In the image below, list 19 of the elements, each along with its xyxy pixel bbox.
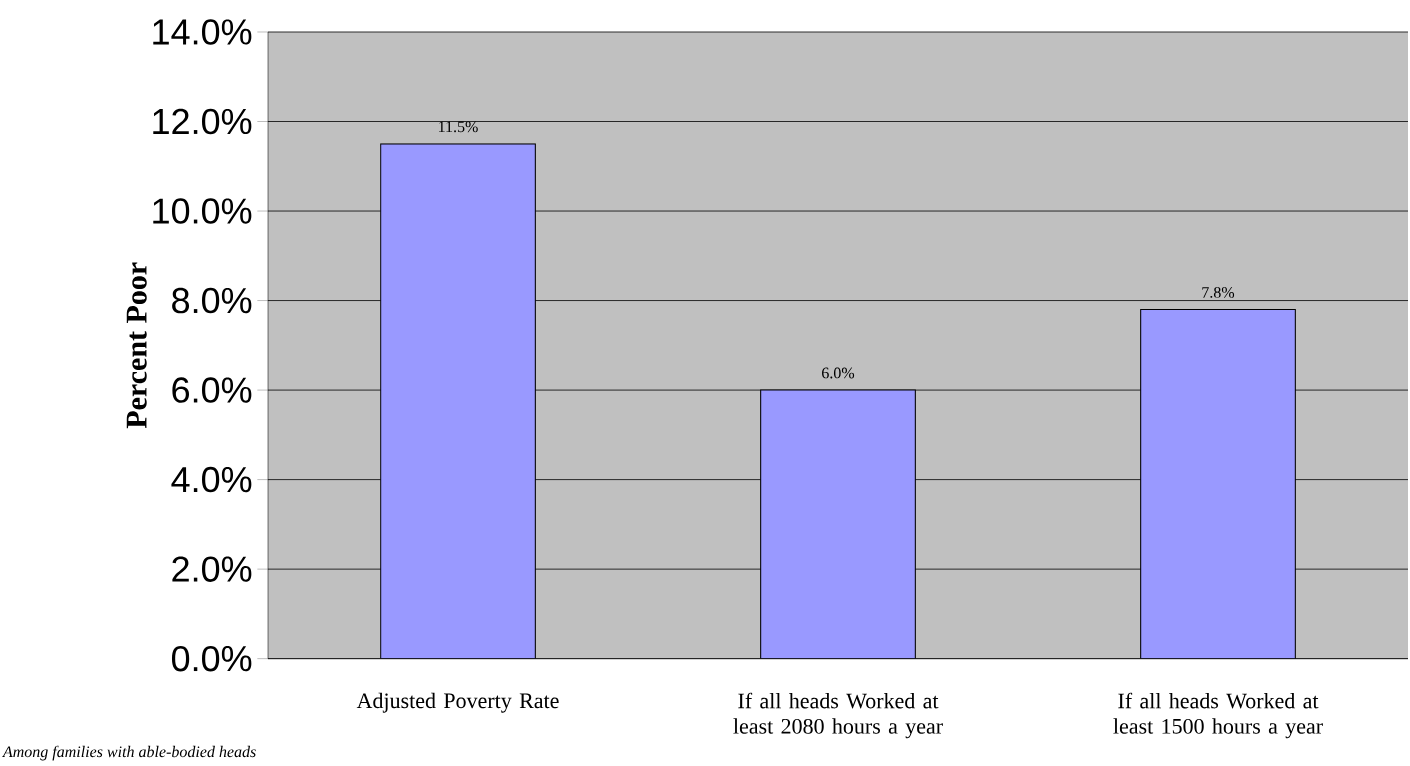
x-tick-label: Adjusted Poverty Rate xyxy=(356,692,559,713)
x-tick-label: If all heads Worked at least 1500 hours a year xyxy=(1113,692,1323,739)
y-axis-title: Percent Poor xyxy=(126,262,147,429)
bar xyxy=(1140,308,1296,659)
y-tick-label: 6.0% xyxy=(172,377,252,403)
y-tick-label: 2.0% xyxy=(172,556,252,582)
text: Among families with able-bodied heads xyxy=(2,745,256,761)
y-tick-label: 12.0% xyxy=(153,108,252,135)
data-label: 7.8% xyxy=(1202,287,1235,298)
bar xyxy=(380,143,536,659)
bar xyxy=(760,389,916,659)
y-tick-label: 0.0% xyxy=(171,645,252,672)
y-tick-label: 14.0% xyxy=(153,19,252,45)
data-label: 6.0% xyxy=(822,367,855,379)
y-tick-label: 8.0% xyxy=(172,287,252,314)
y-tick-label: 4.0% xyxy=(171,466,252,493)
data-label: 11.5% xyxy=(439,121,478,133)
x-tick-label: If all heads Worked at least 2080 hours a year xyxy=(733,692,943,739)
y-tick-label: 10.0% xyxy=(153,198,252,224)
